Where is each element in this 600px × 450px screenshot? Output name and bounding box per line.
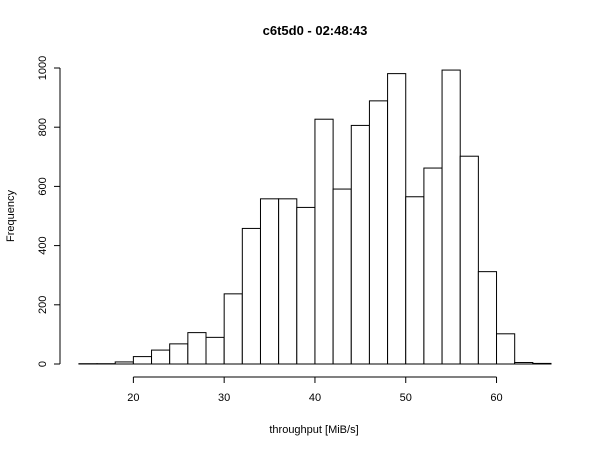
y-axis: 0 200 400 600 800 1000 <box>37 56 61 367</box>
histogram-bar <box>405 196 425 365</box>
y-tick-label: 600 <box>37 177 49 195</box>
x-tick-label: 50 <box>400 392 412 404</box>
histogram-bar <box>151 349 171 365</box>
bars-group <box>78 69 552 365</box>
chart-title: c6t5d0 - 02:48:43 <box>263 23 368 38</box>
x-tick-label: 30 <box>218 392 230 404</box>
histogram-bar <box>132 356 153 365</box>
histogram-bar <box>387 73 407 365</box>
histogram-bar <box>259 198 280 365</box>
x-tick-label: 60 <box>490 392 502 404</box>
histogram-bar <box>296 206 316 365</box>
histogram-bar <box>205 336 225 365</box>
histogram-bar <box>532 362 552 365</box>
histogram-bar <box>278 198 298 365</box>
histogram-bar <box>187 332 207 365</box>
histogram-bar <box>477 271 498 365</box>
y-tick-label: 0 <box>37 361 49 367</box>
histogram-bar <box>496 333 516 365</box>
y-tick-label: 800 <box>37 118 49 136</box>
histogram-bar <box>350 124 370 365</box>
histogram-bar <box>459 155 479 365</box>
x-tick-label: 40 <box>309 392 321 404</box>
x-tick-label: 20 <box>127 392 139 404</box>
histogram-bar <box>514 362 534 365</box>
y-tick-label: 200 <box>37 296 49 314</box>
histogram-bar <box>223 293 243 365</box>
histogram-bar <box>241 227 261 365</box>
y-tick-label: 1000 <box>37 56 49 80</box>
y-tick-label: 400 <box>37 236 49 254</box>
histogram-bar <box>423 167 443 365</box>
x-axis-label: throughput [MiB/s] <box>269 424 358 436</box>
y-axis-label: Frequency <box>5 190 17 242</box>
x-axis: 20 30 40 50 60 <box>127 376 503 404</box>
histogram-bar <box>114 361 134 365</box>
histogram-bar <box>441 69 461 365</box>
histogram-bar <box>368 100 389 365</box>
histogram-bar <box>332 188 352 365</box>
histogram-bar <box>314 118 334 365</box>
histogram-bar <box>169 343 189 365</box>
